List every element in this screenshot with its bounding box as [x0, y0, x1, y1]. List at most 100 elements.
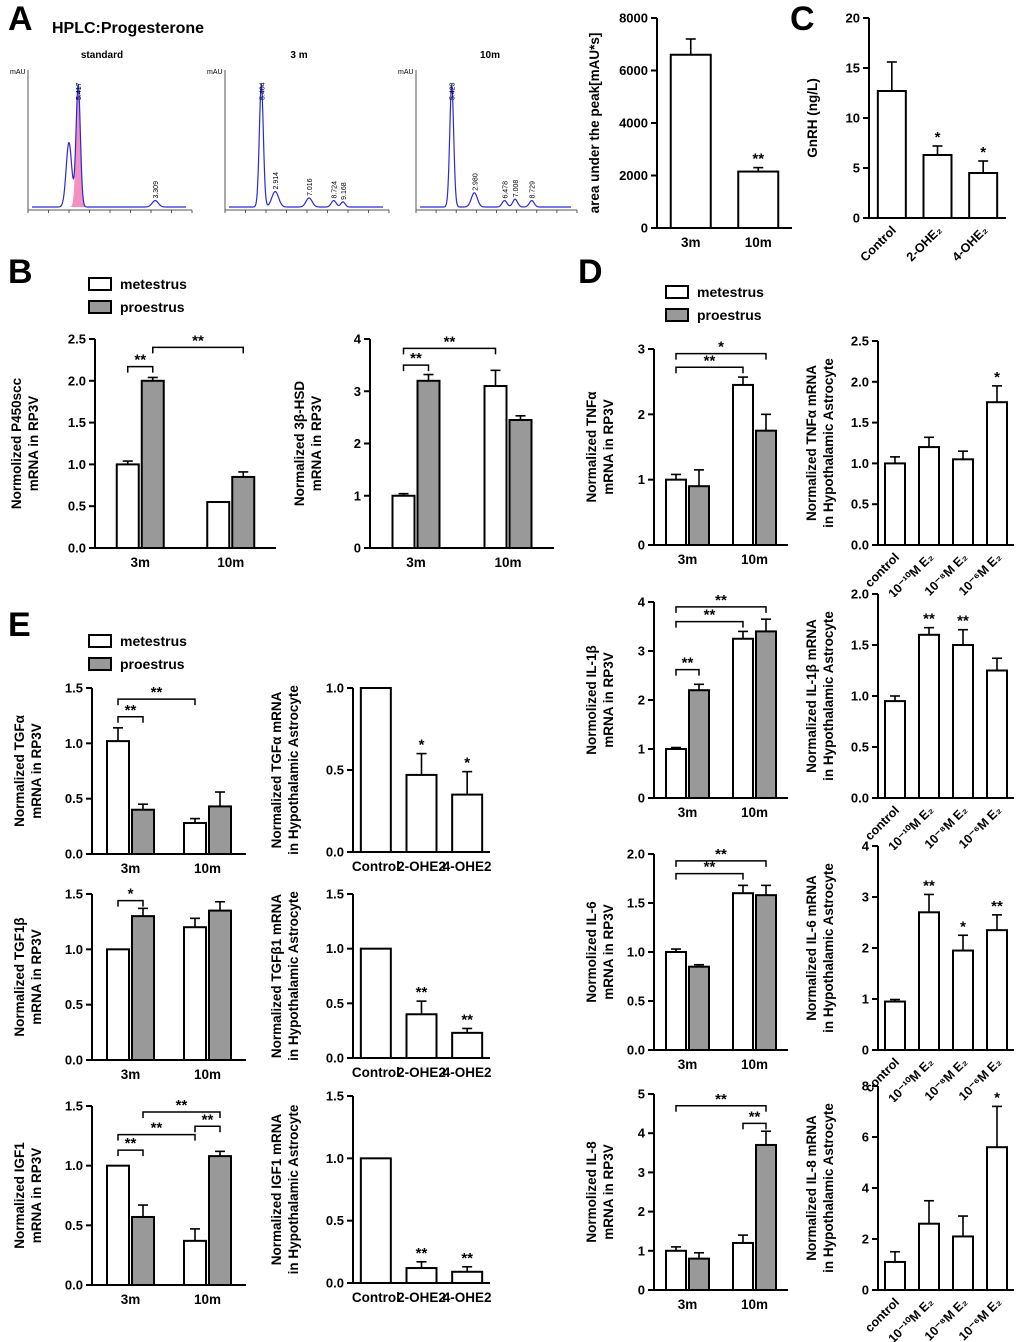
svg-text:3m: 3m	[681, 235, 701, 250]
chromatogram-title: standard	[80, 50, 124, 61]
legend-metestrus: metestrus	[665, 284, 764, 300]
svg-text:4: 4	[862, 1181, 870, 1196]
svg-text:4-OHE2: 4-OHE2	[443, 1065, 492, 1080]
panel-e-label: E	[8, 606, 31, 644]
svg-text:**: **	[444, 333, 456, 350]
svg-text:3: 3	[354, 384, 361, 399]
svg-text:2-OHE2: 2-OHE2	[397, 1290, 446, 1305]
svg-text:1.5: 1.5	[627, 896, 645, 911]
svg-text:3m: 3m	[678, 552, 698, 567]
svg-text:**: **	[134, 352, 146, 369]
chromatogram-title: 3 m	[290, 50, 308, 61]
svg-text:**: **	[715, 1091, 727, 1108]
svg-text:8.724: 8.724	[332, 181, 339, 199]
svg-text:**: **	[125, 702, 137, 719]
svg-text:**: **	[715, 846, 727, 863]
svg-text:0.0: 0.0	[326, 845, 344, 860]
svg-text:Control: Control	[352, 859, 400, 874]
svg-text:**: **	[704, 859, 716, 876]
svg-text:3m: 3m	[678, 1297, 698, 1312]
svg-text:1: 1	[638, 472, 645, 487]
svg-text:10m: 10m	[194, 861, 221, 876]
svg-text:*: *	[718, 339, 724, 356]
panel-c-label: C	[790, 0, 815, 38]
svg-text:1: 1	[354, 488, 361, 503]
svg-text:3m: 3m	[678, 1057, 698, 1072]
svg-text:2: 2	[638, 407, 645, 422]
svg-text:5: 5	[638, 1087, 645, 1102]
metestrus-label: metestrus	[120, 633, 187, 649]
svg-text:**: **	[410, 350, 422, 367]
svg-text:8.729: 8.729	[530, 181, 537, 199]
svg-text:4: 4	[862, 839, 870, 854]
metestrus-label: metestrus	[120, 276, 187, 292]
svg-text:GnRH (ng/L): GnRH (ng/L)	[805, 78, 820, 157]
svg-text:7.008: 7.008	[513, 180, 520, 198]
svg-text:0: 0	[354, 541, 361, 556]
svg-text:1.5: 1.5	[851, 638, 869, 653]
legend-panel-e: metestrus proestrus	[88, 633, 187, 679]
svg-text:Normolized IL-6: Normolized IL-6	[584, 901, 599, 1003]
svg-text:**: **	[715, 592, 727, 609]
proestrus-label: proestrus	[120, 299, 185, 315]
svg-text:2.0: 2.0	[851, 374, 869, 389]
svg-text:in Hypothalamic Astrocyte: in Hypothalamic Astrocyte	[821, 358, 836, 528]
legend-proestrus: proestrus	[88, 299, 187, 315]
svg-text:5: 5	[853, 161, 860, 176]
svg-text:Normalized TGFα mRNA: Normalized TGFα mRNA	[269, 691, 284, 848]
svg-text:0.0: 0.0	[627, 1043, 645, 1058]
svg-text:1.5: 1.5	[326, 887, 344, 902]
svg-text:*: *	[935, 129, 941, 146]
legend-proestrus: proestrus	[88, 656, 187, 672]
svg-text:Normalized IGF1: Normalized IGF1	[12, 1142, 27, 1249]
svg-text:0.5: 0.5	[65, 997, 83, 1012]
svg-text:**: **	[461, 1011, 473, 1028]
svg-text:1.0: 1.0	[851, 689, 869, 704]
svg-text:0.0: 0.0	[326, 1051, 344, 1066]
svg-text:8000: 8000	[619, 11, 648, 26]
svg-text:2: 2	[862, 941, 869, 956]
svg-text:3m: 3m	[678, 805, 698, 820]
panel-d-label: D	[578, 253, 603, 291]
svg-text:1.0: 1.0	[851, 456, 869, 471]
svg-text:*: *	[994, 1089, 1000, 1106]
svg-text:10m: 10m	[741, 1297, 768, 1312]
svg-text:6000: 6000	[619, 63, 648, 78]
legend-metestrus: metestrus	[88, 276, 187, 292]
svg-text:**: **	[991, 898, 1003, 915]
svg-text:7.016: 7.016	[307, 178, 314, 196]
svg-text:0.0: 0.0	[851, 791, 869, 806]
svg-text:1.0: 1.0	[65, 942, 83, 957]
chart-il1b-astrocyte: 0.0 0.5 1.0 1.5 2.0 Normalized IL-1β mRNA in H…	[802, 578, 1020, 850]
svg-text:mRNA in RP3V: mRNA in RP3V	[26, 396, 41, 492]
svg-text:**: **	[704, 352, 716, 369]
svg-text:Normalized IL-1β mRNA: Normalized IL-1β mRNA	[804, 619, 819, 773]
svg-text:3m: 3m	[121, 1067, 141, 1082]
svg-text:mRNA in RP3V: mRNA in RP3V	[601, 1144, 616, 1240]
svg-text:mRNA in RP3V: mRNA in RP3V	[601, 652, 616, 748]
metestrus-swatch	[665, 285, 689, 299]
svg-text:0.0: 0.0	[326, 1276, 344, 1291]
legend-panel-b: metestrus proestrus	[88, 276, 187, 322]
svg-text:1.0: 1.0	[326, 941, 344, 956]
svg-text:1.0: 1.0	[326, 681, 344, 696]
svg-text:0.5: 0.5	[65, 791, 83, 806]
svg-text:**: **	[202, 1111, 214, 1128]
chromatogram-3m: 3 m 5.404 2.914 7.016 8.724 9.168 mAU	[205, 50, 393, 224]
svg-text:Normalized TGF1β: Normalized TGF1β	[12, 917, 27, 1036]
svg-text:*: *	[994, 369, 1000, 386]
svg-text:2.0: 2.0	[627, 847, 645, 862]
svg-text:1.0: 1.0	[627, 945, 645, 960]
svg-text:2: 2	[638, 1204, 645, 1219]
svg-text:Normalized TNFα: Normalized TNFα	[584, 391, 599, 503]
chart-il6-rp3v: 0.0 0.5 1.0 1.5 2.0 Normolized IL-6 mRNA in RP…	[580, 830, 798, 1080]
panel-b-label: B	[8, 253, 33, 291]
svg-text:8: 8	[862, 1079, 869, 1094]
svg-text:20: 20	[846, 11, 860, 26]
legend-panel-d: metestrus proestrus	[665, 284, 764, 330]
svg-text:10: 10	[846, 111, 860, 126]
svg-text:3: 3	[638, 342, 645, 357]
svg-text:1.0: 1.0	[65, 1158, 83, 1173]
svg-text:0: 0	[638, 538, 645, 553]
svg-text:mRNA in RP3V: mRNA in RP3V	[29, 1148, 44, 1244]
